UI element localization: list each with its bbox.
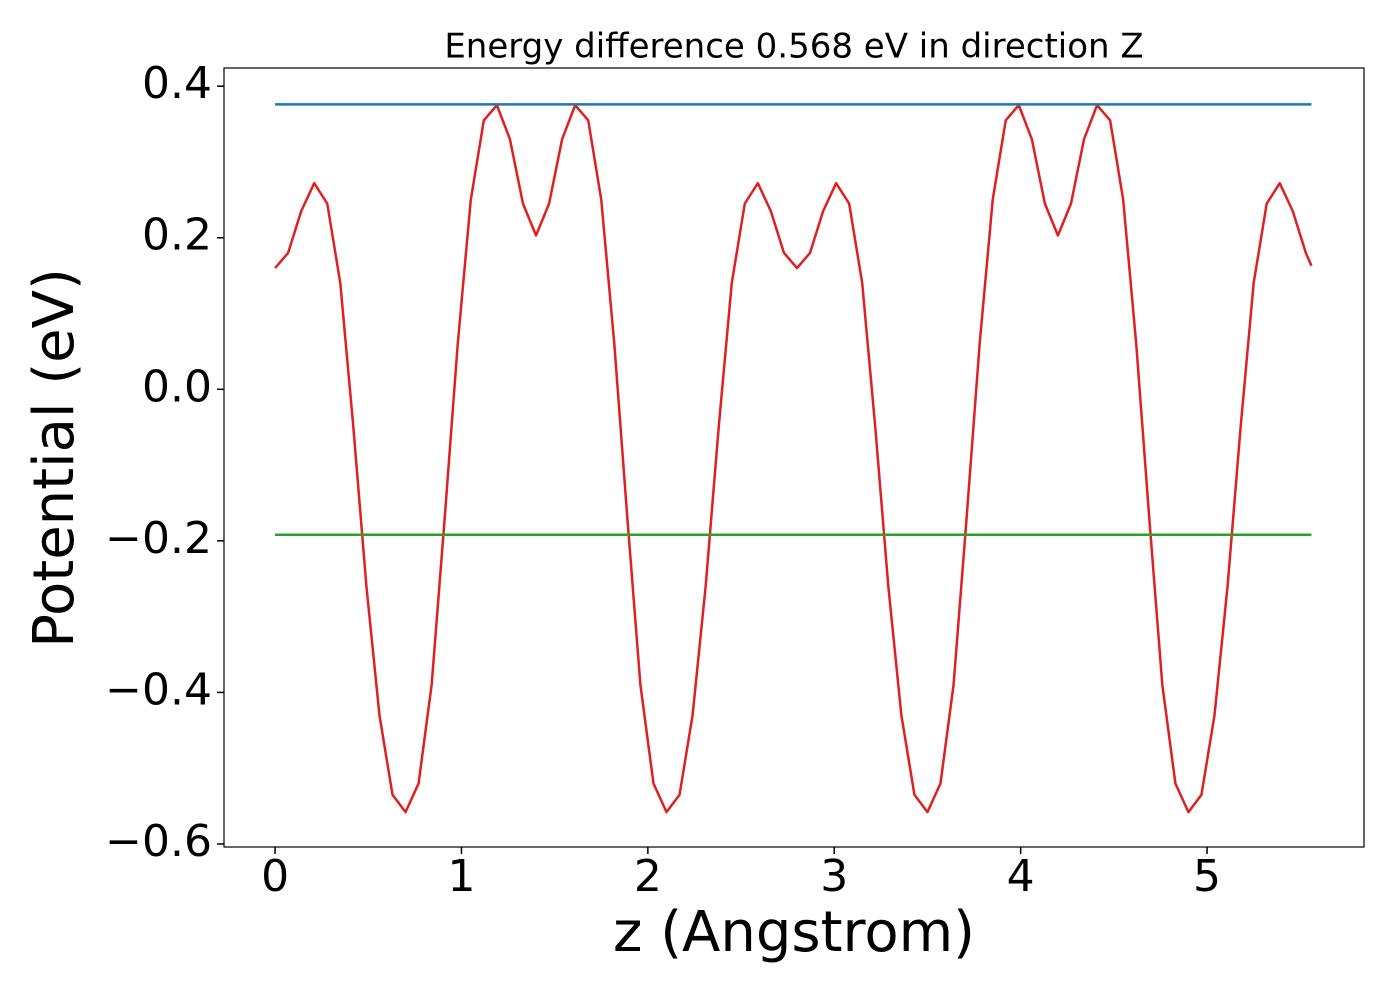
plot-frame <box>223 67 1365 848</box>
chart-title: Energy difference 0.568 eV in direction … <box>444 27 1143 67</box>
line-series <box>274 103 1313 814</box>
y-tick-label: 0.4 <box>142 58 212 109</box>
x-tick-label: 1 <box>447 851 475 902</box>
x-tick-label: 5 <box>1193 851 1221 902</box>
x-tick-label: 2 <box>634 851 662 902</box>
y-axis-label: Potential (eV) <box>22 268 87 648</box>
x-tick-label: 3 <box>820 851 848 902</box>
x-tick-label: 4 <box>1007 851 1035 902</box>
x-tick-label: 0 <box>261 851 289 902</box>
x-axis-label: z (Angstrom) <box>613 900 975 965</box>
y-tick-label: 0.0 <box>142 361 212 412</box>
y-tick-label: −0.6 <box>105 816 212 867</box>
y-tick-label: −0.4 <box>105 664 212 715</box>
y-tick-label: −0.2 <box>105 513 212 564</box>
y-tick-label: 0.2 <box>142 210 212 261</box>
